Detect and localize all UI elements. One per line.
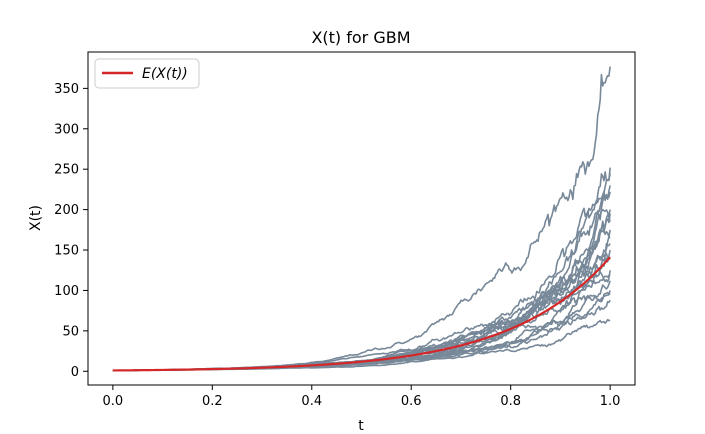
expected-value-layer: [112, 256, 611, 372]
y-axis-ticks: 0 50 100 150 200 250 300 350: [54, 82, 88, 380]
legend-label-expected: E(X(t)): [142, 66, 188, 82]
y-tick-label: 100: [54, 284, 79, 299]
y-tick-label: 200: [54, 203, 79, 218]
x-tick-label: 0.8: [500, 394, 521, 409]
expected-value-line: [112, 256, 611, 372]
legend-box: [94, 58, 200, 89]
y-tick-label: 150: [54, 244, 79, 259]
plot-frame: [87, 51, 636, 386]
y-tick-label: 0: [71, 365, 79, 380]
legend: E(X(t)): [94, 58, 200, 89]
x-axis-title: t: [358, 418, 364, 434]
chart-title: X(t) for GBM: [311, 28, 410, 47]
plot-area: 0.0 0.2 0.4 0.6 0.8 1.0 0 50 100 150 200 250 300 350: [54, 51, 636, 409]
x-tick-label: 1.0: [600, 394, 621, 409]
y-tick-label: 250: [54, 163, 79, 178]
x-axis-ticks: 0.0 0.2 0.4 0.6 0.8 1.0: [103, 385, 621, 409]
x-tick-label: 0.2: [202, 394, 223, 409]
x-tick-label: 0.0: [103, 394, 124, 409]
y-tick-label: 350: [54, 82, 79, 97]
y-axis-title: X(t): [28, 205, 44, 231]
y-tick-label: 50: [62, 324, 79, 339]
x-tick-label: 0.6: [401, 394, 422, 409]
x-tick-label: 0.4: [301, 394, 322, 409]
y-tick-label: 300: [54, 122, 79, 137]
